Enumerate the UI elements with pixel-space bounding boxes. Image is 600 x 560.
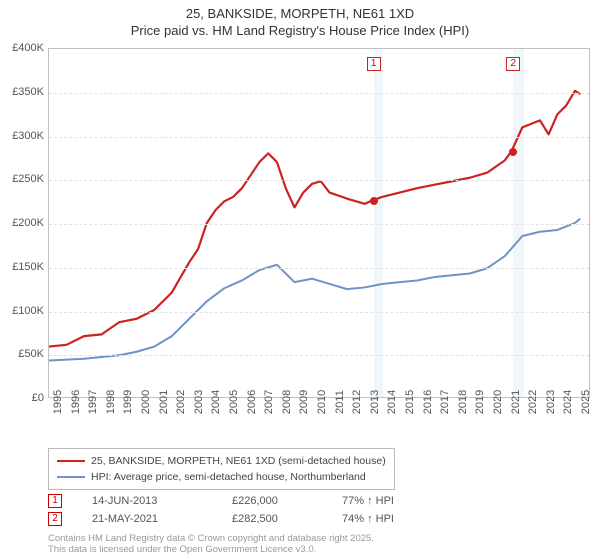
x-tick-label: 2013	[369, 390, 381, 414]
x-tick-label: 1997	[87, 390, 99, 414]
series-line-property	[49, 91, 580, 347]
x-tick-label: 2017	[439, 390, 451, 414]
gridline-h	[49, 137, 589, 138]
chart-lines-svg	[49, 49, 589, 397]
x-tick-label: 2006	[246, 390, 258, 414]
sales-table: 1 14-JUN-2013 £226,000 77% ↑ HPI 2 21-MA…	[48, 492, 432, 528]
chart-title-address: 25, BANKSIDE, MORPETH, NE61 1XD	[0, 6, 600, 21]
x-tick-label: 2000	[140, 390, 152, 414]
sale-marker-box: 1	[367, 57, 381, 71]
sale-marker-box: 2	[506, 57, 520, 71]
x-tick-label: 2018	[457, 390, 469, 414]
legend-swatch-property	[57, 460, 85, 462]
sale-marker-dot	[509, 148, 517, 156]
x-tick-label: 2008	[281, 390, 293, 414]
sale-pct-2: 74% ↑ HPI	[342, 513, 432, 525]
x-tick-label: 2021	[510, 390, 522, 414]
x-tick-label: 2025	[580, 390, 592, 414]
sale-date-2: 21-MAY-2021	[92, 513, 202, 525]
y-tick-label: £50K	[18, 348, 44, 360]
x-tick-label: 2010	[316, 390, 328, 414]
x-tick-label: 2014	[386, 390, 398, 414]
x-tick-label: 1999	[122, 390, 134, 414]
footer-line2: This data is licensed under the Open Gov…	[48, 545, 374, 556]
x-tick-label: 2005	[228, 390, 240, 414]
x-tick-label: 2004	[210, 390, 222, 414]
x-tick-label: 2015	[404, 390, 416, 414]
sale-price-1: £226,000	[232, 495, 312, 507]
footer-attribution: Contains HM Land Registry data © Crown c…	[48, 534, 374, 556]
gridline-h	[49, 224, 589, 225]
y-tick-label: £0	[32, 392, 44, 404]
legend-row-hpi: HPI: Average price, semi-detached house,…	[57, 469, 386, 485]
y-tick-label: £300K	[12, 130, 44, 142]
gridline-h	[49, 312, 589, 313]
y-tick-label: £350K	[12, 86, 44, 98]
legend-label-hpi: HPI: Average price, semi-detached house,…	[91, 471, 366, 483]
x-tick-label: 2001	[158, 390, 170, 414]
x-tick-label: 1996	[70, 390, 82, 414]
sale-row-1: 1 14-JUN-2013 £226,000 77% ↑ HPI	[48, 492, 432, 510]
sale-idx-1: 1	[48, 494, 62, 508]
x-tick-label: 2012	[351, 390, 363, 414]
y-tick-label: £100K	[12, 305, 44, 317]
sale-price-2: £282,500	[232, 513, 312, 525]
y-tick-label: £150K	[12, 261, 44, 273]
x-tick-label: 2016	[422, 390, 434, 414]
gridline-h	[49, 180, 589, 181]
chart-plot-area: 12	[48, 48, 590, 398]
x-tick-label: 1998	[105, 390, 117, 414]
y-tick-label: £200K	[12, 217, 44, 229]
x-tick-label: 2023	[545, 390, 557, 414]
x-tick-label: 1995	[52, 390, 64, 414]
x-tick-label: 2007	[263, 390, 275, 414]
x-tick-label: 2024	[562, 390, 574, 414]
legend-label-property: 25, BANKSIDE, MORPETH, NE61 1XD (semi-de…	[91, 455, 386, 467]
series-line-hpi	[49, 219, 580, 361]
x-tick-label: 2009	[298, 390, 310, 414]
x-tick-label: 2011	[334, 390, 346, 414]
x-tick-label: 2002	[175, 390, 187, 414]
gridline-h	[49, 355, 589, 356]
legend-swatch-hpi	[57, 476, 85, 478]
legend-row-property: 25, BANKSIDE, MORPETH, NE61 1XD (semi-de…	[57, 453, 386, 469]
gridline-h	[49, 268, 589, 269]
x-tick-label: 2003	[193, 390, 205, 414]
x-tick-label: 2022	[527, 390, 539, 414]
sale-row-2: 2 21-MAY-2021 £282,500 74% ↑ HPI	[48, 510, 432, 528]
sale-idx-2: 2	[48, 512, 62, 526]
sale-marker-dot	[370, 197, 378, 205]
sale-date-1: 14-JUN-2013	[92, 495, 202, 507]
y-tick-label: £400K	[12, 42, 44, 54]
chart-title-sub: Price paid vs. HM Land Registry's House …	[0, 23, 600, 38]
x-tick-label: 2019	[474, 390, 486, 414]
chart-title-block: 25, BANKSIDE, MORPETH, NE61 1XD Price pa…	[0, 0, 600, 38]
gridline-h	[49, 93, 589, 94]
y-tick-label: £250K	[12, 173, 44, 185]
legend: 25, BANKSIDE, MORPETH, NE61 1XD (semi-de…	[48, 448, 395, 490]
sale-pct-1: 77% ↑ HPI	[342, 495, 432, 507]
x-tick-label: 2020	[492, 390, 504, 414]
